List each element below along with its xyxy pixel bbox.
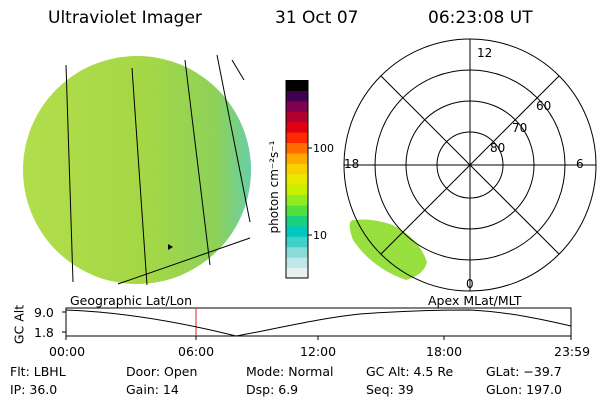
colorbar-band: [286, 132, 308, 144]
geographic-grid: [65, 54, 251, 286]
colorbar-band: [286, 121, 308, 133]
info-gc-alt: GC Alt: 4.5 Re: [366, 364, 454, 379]
auroral-oval-fill: [349, 219, 427, 280]
x-tick-1800: 18:00: [426, 344, 463, 359]
observation-date: 31 Oct 07: [275, 8, 359, 28]
mlt-label-0: 0: [466, 277, 474, 291]
info-seq: Seq: 39: [366, 382, 414, 397]
colorbar-band: [286, 246, 308, 258]
info-door: Door: Open: [126, 364, 198, 379]
instrument-title: Ultraviolet Imager: [48, 8, 202, 28]
mlt-label-12: 12: [477, 46, 492, 60]
earth-disk: [23, 56, 251, 284]
y-tick-max: 9.0: [34, 305, 54, 320]
y-axis-name: GC Alt: [11, 304, 27, 345]
info-glon: GLon: 197.0: [486, 382, 562, 397]
y-tick-min: 1.8: [34, 325, 54, 340]
lat-label-70: 70: [512, 121, 527, 135]
info-ip: IP: 36.0: [10, 382, 58, 397]
colorbar-band: [286, 215, 308, 227]
mlt-label-6: 6: [576, 157, 584, 171]
info-dsp: Dsp: 6.9: [246, 382, 299, 397]
colorbar-band: [286, 236, 308, 248]
colorbar-band: [286, 257, 308, 269]
colorbar-band: [286, 205, 308, 216]
x-tick-1200: 12:00: [300, 344, 337, 359]
colorbar-tick-100: 100: [313, 142, 334, 155]
x-tick-2359: 23:59: [554, 344, 591, 359]
subsatellite-marker: [168, 244, 173, 250]
colorbar-band: [286, 184, 308, 196]
x-tick-0600: 06:00: [178, 344, 215, 359]
colorbar-band: [286, 225, 308, 237]
info-gain: Gain: 14: [126, 382, 179, 397]
info-filter: Flt: LBHL: [10, 364, 66, 379]
lat-label-80: 80: [490, 141, 505, 155]
x-tick-0000: 00:00: [49, 344, 86, 359]
colorbar-band: [286, 163, 308, 175]
colorbar-band: [286, 194, 308, 206]
colorbar-band: [286, 90, 308, 102]
mlt-label-18: 18: [344, 157, 359, 171]
polar-grid: [343, 38, 597, 292]
apex-title: Apex MLat/MLT: [428, 293, 522, 308]
altitude-curve: [65, 309, 572, 337]
geographic-title: Geographic Lat/Lon: [70, 293, 192, 308]
colorbar-tick-10: 10: [313, 229, 327, 242]
altitude-timeline: [62, 307, 572, 340]
colorbar-band: [286, 100, 308, 112]
colorbar-band: [286, 152, 308, 164]
colorbar-band: [286, 173, 308, 185]
colorbar-band: [286, 80, 308, 91]
observation-time: 06:23:08 UT: [428, 8, 533, 28]
colorbar-band: [286, 111, 308, 123]
colorbar-band: [286, 142, 308, 154]
info-mode: Mode: Normal: [246, 364, 334, 379]
colorbar-band: [286, 267, 308, 279]
lat-label-60: 60: [536, 99, 551, 113]
colorbar: 100 10: [285, 80, 334, 279]
info-glat: GLat: −39.7: [486, 364, 562, 379]
